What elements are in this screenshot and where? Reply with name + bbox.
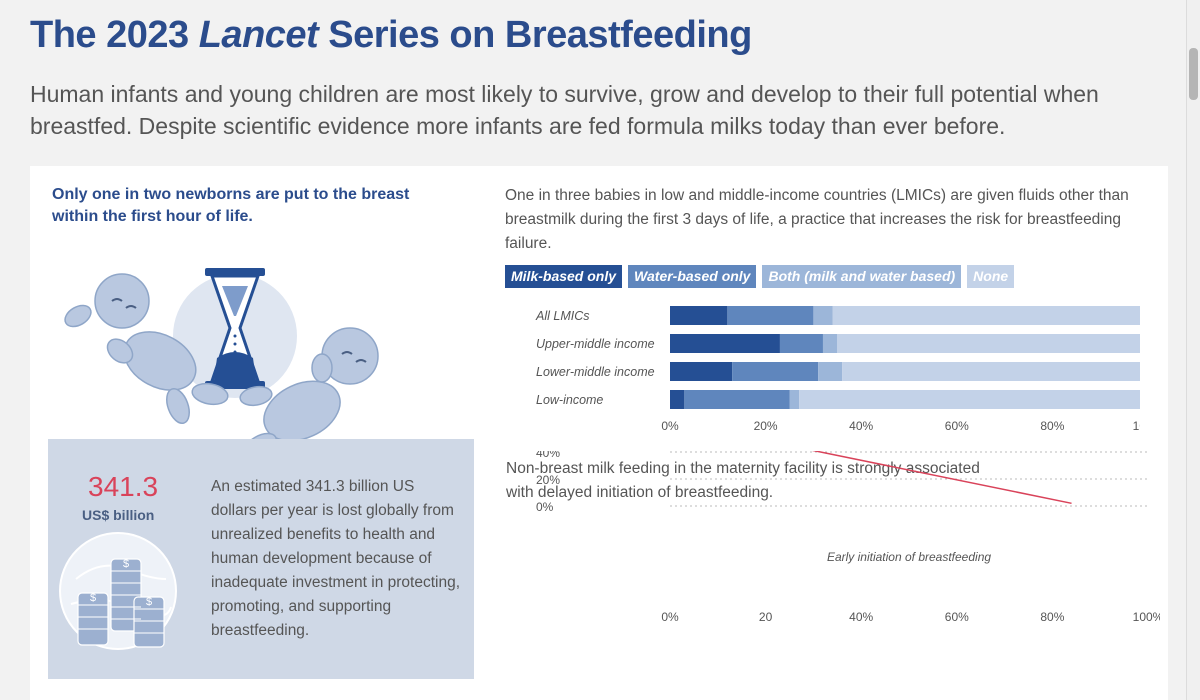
newborn-heading: Only one in two newborns are put to the … bbox=[52, 186, 410, 225]
x-axis-label: Early initiation of breastfeeding bbox=[827, 550, 991, 564]
bar-segment bbox=[684, 390, 790, 409]
x-tick-label: 80% bbox=[1040, 610, 1064, 624]
line-chart-note: Non-breast milk feeding in the maternity… bbox=[505, 460, 980, 501]
y-tick-label: 40% bbox=[536, 451, 560, 460]
page-subtitle: Human infants and young children are mos… bbox=[30, 81, 1099, 139]
infographic-panel: Only one in two newborns are put to the … bbox=[30, 166, 1168, 700]
x-tick-label: 100% bbox=[1133, 419, 1140, 433]
stacked-bar-chart: All LMICs Upper-middle income Lower-middle… bbox=[535, 306, 1140, 433]
bar-segment bbox=[727, 306, 814, 325]
stacked-chart-note: One in three babies in low and middle-in… bbox=[505, 187, 1129, 252]
bar-segment bbox=[818, 362, 843, 381]
bar-segment bbox=[832, 306, 1140, 325]
svg-text:$: $ bbox=[123, 558, 129, 570]
x-tick-label: 80% bbox=[1040, 419, 1064, 433]
x-tick-label: 60% bbox=[945, 610, 969, 624]
stacked-chart-legend: Milk-based only Water-based only Both (m… bbox=[505, 265, 1015, 288]
bar-segment bbox=[842, 362, 1140, 381]
x-tick-label: 100% bbox=[1133, 610, 1160, 624]
category-label: Low-income bbox=[536, 393, 603, 407]
category-label: Upper-middle income bbox=[536, 337, 655, 351]
bar-segment bbox=[670, 306, 728, 325]
x-tick-label: 60% bbox=[945, 419, 969, 433]
category-label: All LMICs bbox=[535, 309, 589, 323]
bar-segment bbox=[789, 390, 800, 409]
category-label: Lower-middle income bbox=[536, 365, 655, 379]
bar-segment bbox=[813, 306, 833, 325]
stat-description: An estimated 341.3 billion US dollars pe… bbox=[211, 478, 461, 639]
y-tick-label: 0% bbox=[536, 500, 554, 514]
series-line bbox=[811, 451, 1072, 505]
bar-segment bbox=[670, 390, 685, 409]
scrollbar-thumb[interactable] bbox=[1189, 48, 1198, 100]
vertical-scrollbar[interactable] bbox=[1186, 0, 1200, 700]
stat-number: 341.3 bbox=[88, 471, 159, 502]
globe-coins-illustration: $ $ $ bbox=[59, 532, 177, 650]
svg-text:$: $ bbox=[146, 596, 152, 608]
stat-unit: US$ billion bbox=[82, 507, 155, 523]
legend-both: Both (milk and water based) bbox=[762, 265, 962, 288]
legend-water-based: Water-based only bbox=[628, 265, 757, 288]
y-tick-label: 20% bbox=[536, 473, 560, 487]
page-title: The 2023 Lancet Series on Breastfeeding bbox=[30, 14, 752, 56]
x-tick-label: 0% bbox=[661, 610, 679, 624]
legend-none: None bbox=[967, 265, 1015, 288]
x-tick-label: 40% bbox=[849, 419, 873, 433]
x-tick-label: 20 bbox=[759, 610, 773, 624]
legend-milk-based: Milk-based only bbox=[505, 265, 623, 288]
bar-segment bbox=[837, 334, 1140, 353]
x-tick-label: 0% bbox=[661, 419, 679, 433]
bar-segment bbox=[670, 362, 733, 381]
economic-loss-box: 341.3 US$ billion $ $ $ An estimated 341… bbox=[48, 439, 474, 679]
bar-segment bbox=[732, 362, 819, 381]
prelacteal-line-chart: Non-breast milk feeding in the maternity… bbox=[505, 451, 1160, 624]
x-tick-label: 40% bbox=[849, 610, 873, 624]
bar-segment bbox=[822, 334, 838, 353]
bar-segment bbox=[799, 390, 1140, 409]
bar-segment bbox=[779, 334, 823, 353]
svg-text:$: $ bbox=[90, 592, 96, 604]
x-tick-label: 20% bbox=[754, 419, 778, 433]
bar-segment bbox=[670, 334, 780, 353]
